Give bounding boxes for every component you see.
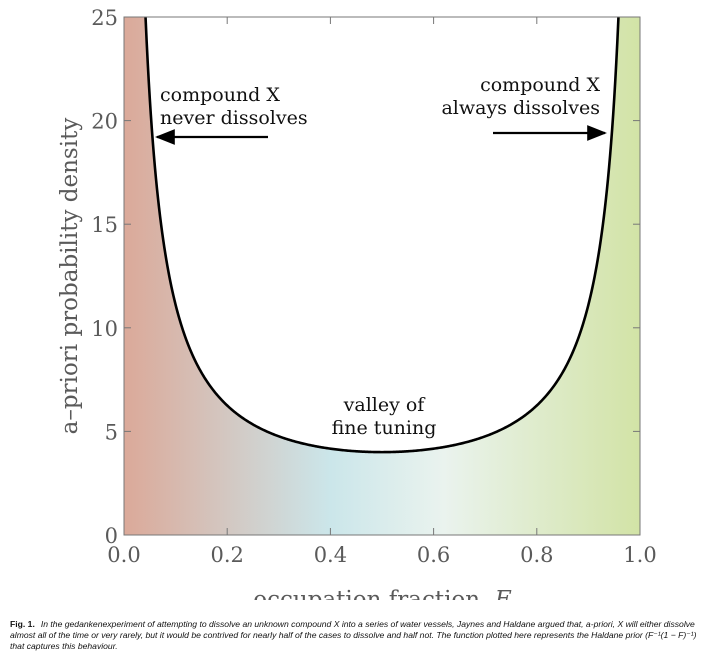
annotation-always-dissolves-line1: compound X (480, 74, 600, 96)
x-tick-label: 0.0 (107, 543, 140, 567)
y-tick-label: 5 (105, 420, 118, 444)
y-axis: 0 5 10 15 20 25 (91, 6, 640, 548)
haldane-prior-chart: 0.0 0.2 0.4 0.6 0.8 1.0 0 5 10 15 20 25 occupation… (57, 6, 657, 613)
y-tick-label: 15 (91, 213, 118, 237)
annotation-never-dissolves-line2: never dissolves (160, 107, 308, 129)
x-tick-label: 0.2 (210, 543, 243, 567)
y-tick-label: 0 (105, 524, 118, 548)
plot-frame (123, 16, 641, 536)
caption-text-before: In the gedankenexperiment of attempting … (10, 619, 695, 640)
y-tick-label: 25 (91, 6, 118, 30)
x-tick-label: 0.4 (314, 543, 347, 567)
caption-label: Fig. 1. (10, 619, 35, 629)
x-tick-label: 1.0 (623, 543, 656, 567)
series-line-haldane-prior (144, 17, 620, 454)
caption-text: In the gedankenexperiment of attempting … (10, 619, 697, 651)
annotation-never-dissolves-line1: compound X (160, 84, 280, 106)
annotation-valley-line2: fine tuning (332, 417, 437, 439)
caption-formula: (F⁻¹(1 − F)⁻¹) (645, 630, 697, 640)
y-tick-label: 10 (91, 317, 118, 341)
x-axis-label: occupation fraction, F (253, 587, 511, 600)
figure: 0.0 0.2 0.4 0.6 0.8 1.0 0 5 10 15 20 25 occupation… (57, 6, 657, 613)
figure-caption: Fig. 1. In the gedankenexperiment of atte… (10, 619, 710, 652)
annotation-always-dissolves-line2: always dissolves (441, 97, 600, 119)
x-axis-label-text: occupation fraction, (253, 587, 494, 600)
annotation-valley-line1: valley of (343, 394, 427, 416)
x-axis: 0.0 0.2 0.4 0.6 0.8 1.0 (107, 17, 657, 567)
above-curve-region (145, 17, 619, 453)
y-tick-label: 20 (91, 110, 118, 134)
x-tick-label: 0.8 (520, 543, 553, 567)
x-tick-label: 0.6 (417, 543, 450, 567)
x-axis-label-symbol: F (494, 587, 512, 600)
y-axis-label: a–priori probability density (57, 118, 83, 435)
caption-text-after: that captures this behaviour. (10, 641, 118, 651)
